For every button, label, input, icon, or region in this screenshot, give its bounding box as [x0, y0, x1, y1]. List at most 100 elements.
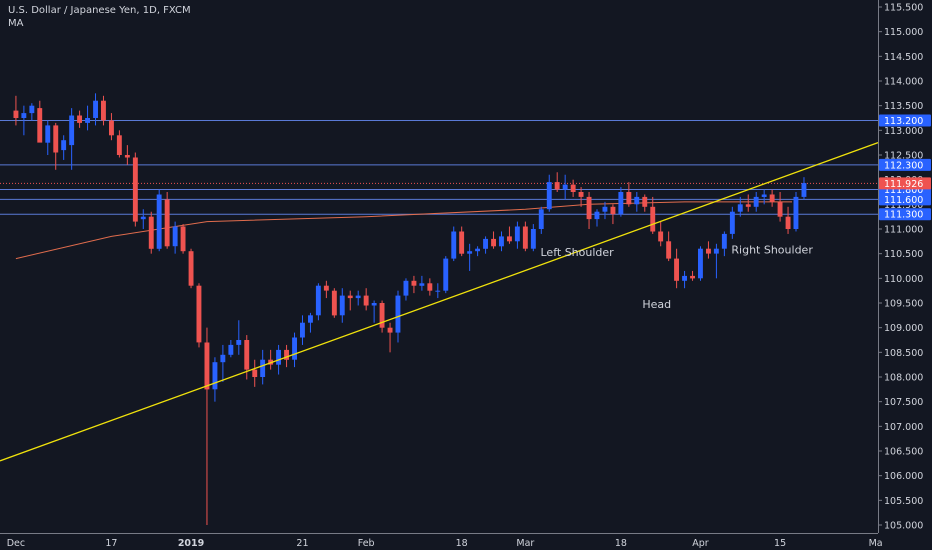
candle [188, 248, 194, 289]
candle [379, 300, 385, 333]
y-tick-label: 105.500 [884, 496, 923, 507]
candle [658, 221, 664, 247]
candle-body [156, 194, 162, 249]
candle-body [435, 290, 441, 292]
candle-body [721, 233, 727, 249]
candle-body [570, 184, 576, 192]
candle [729, 206, 735, 239]
y-tick-label: 108.500 [884, 348, 923, 359]
candle [93, 93, 98, 126]
y-tick-label: 105.000 [884, 521, 923, 532]
candle [69, 108, 75, 170]
y-tick-label: 107.500 [884, 397, 923, 408]
pattern-annotation-0: Left Shoulder [541, 246, 615, 259]
candle-body [642, 196, 648, 207]
candle [626, 182, 632, 207]
candle-body [300, 322, 305, 338]
candle-body [61, 140, 67, 151]
candle [292, 332, 297, 368]
candle [753, 192, 759, 212]
candle-body [522, 226, 528, 249]
candle [109, 113, 114, 141]
candle [721, 231, 727, 257]
candle [371, 300, 377, 323]
candle [793, 192, 799, 232]
candle-body [650, 206, 656, 232]
candle-body [172, 226, 178, 247]
candle [483, 236, 488, 254]
candle [530, 224, 536, 252]
x-tick-label: Ma [869, 538, 883, 549]
candle-body [29, 105, 35, 114]
candle-body [164, 199, 170, 247]
candle-body [753, 196, 759, 207]
candle-body [674, 258, 679, 281]
x-tick-label: 17 [105, 538, 117, 549]
candle [196, 283, 202, 348]
candle [610, 204, 616, 225]
candle-body [13, 110, 19, 118]
candle-body [777, 201, 783, 217]
candle [618, 187, 624, 217]
y-tick-label: 110.500 [884, 249, 923, 260]
current-price-label-bg [879, 177, 931, 190]
candle [586, 192, 592, 229]
candle-body [499, 236, 504, 247]
candle [435, 283, 441, 299]
y-tick-label: 106.500 [884, 447, 923, 458]
y-tick-label: 114.000 [884, 77, 923, 88]
plot-area [0, 0, 878, 533]
candle [578, 187, 584, 207]
candle [785, 206, 791, 234]
candle [634, 192, 640, 212]
candle-body [729, 211, 735, 234]
candle-body [53, 125, 59, 153]
price-level-label-1: 112.300 [884, 160, 923, 171]
candle-body [698, 248, 703, 279]
current-price-label: 111.926 [884, 179, 923, 190]
candle-body [292, 337, 297, 360]
candle [156, 189, 162, 252]
candle [554, 172, 560, 192]
candle [77, 110, 82, 128]
candle-body [403, 280, 409, 296]
candle [690, 270, 695, 281]
candle [562, 174, 568, 200]
price-level-label-bg [879, 193, 931, 206]
x-tick-label: Dec [7, 538, 25, 549]
candle [228, 340, 234, 358]
candle [642, 194, 648, 212]
candle-body [554, 182, 560, 190]
candle-body [745, 204, 751, 207]
y-tick-label: 109.000 [884, 323, 923, 334]
candle [355, 290, 361, 306]
candle-body [618, 192, 624, 215]
candle-body [737, 204, 743, 212]
candle [514, 221, 520, 249]
candle-body [546, 182, 552, 210]
y-tick-label: 113.500 [884, 101, 923, 112]
price-level-label-bg [879, 208, 931, 221]
pattern-annotation-1: Head [642, 298, 671, 311]
candle-body [769, 194, 775, 202]
price-level-label-4: 111.300 [884, 210, 923, 221]
candle [459, 226, 465, 257]
candle [101, 95, 106, 126]
y-tick-label: 115.500 [884, 3, 923, 14]
y-tick-label: 114.500 [884, 52, 923, 63]
candle [61, 135, 67, 160]
candle [801, 177, 807, 200]
candle-body [483, 238, 488, 249]
candle-body [578, 192, 584, 197]
candle [451, 226, 457, 262]
candle [387, 322, 393, 353]
candle-body [244, 340, 250, 370]
candle [538, 206, 544, 234]
price-level-label-2: 111.800 [884, 185, 923, 196]
candle [300, 315, 305, 345]
candle [148, 211, 154, 254]
candle [140, 209, 146, 229]
price-axis [878, 0, 932, 550]
candle-body [801, 183, 807, 197]
